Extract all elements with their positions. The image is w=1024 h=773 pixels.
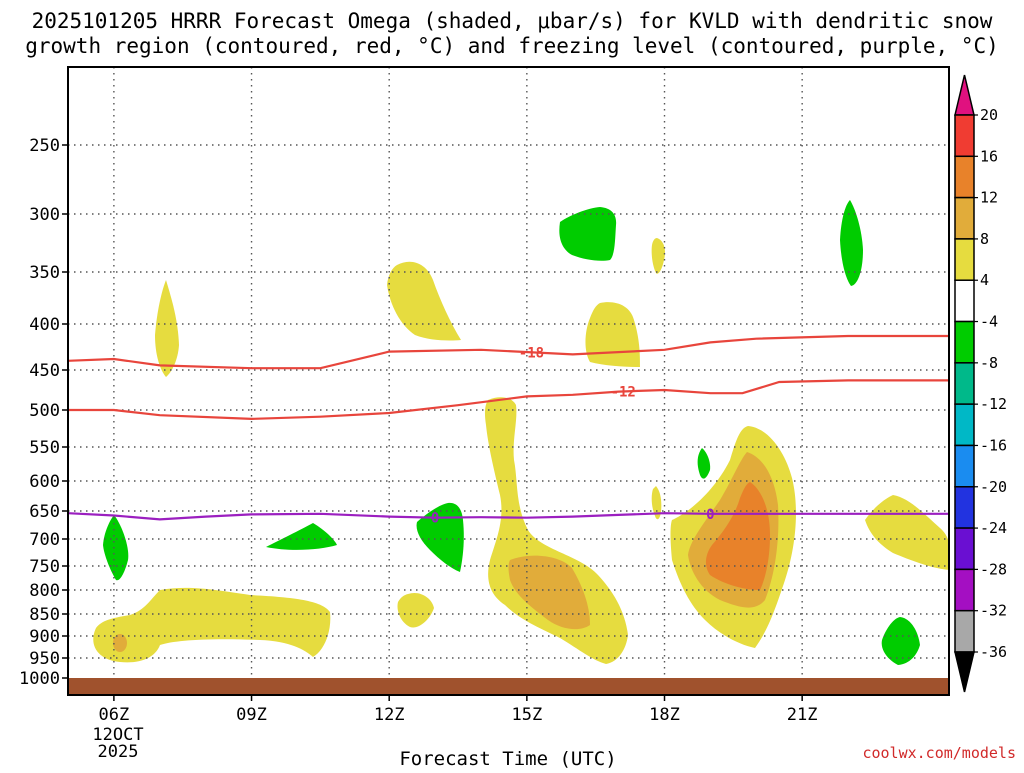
contour-line-freezing	[67, 512, 949, 521]
colorbar-segment	[954, 238, 975, 281]
omega-region-07z-upper	[155, 280, 179, 377]
colorbar-segment	[954, 486, 975, 529]
x-tick-label: 06Z	[99, 705, 130, 725]
colorbar-label: 20	[980, 106, 998, 124]
colorbar-label: 16	[980, 147, 998, 165]
omega-region-18z-green	[697, 448, 711, 479]
omega-region-15z-green-upper	[559, 207, 617, 261]
omega-region-low-orange	[113, 634, 127, 652]
y-tick-label: 350	[29, 263, 60, 283]
chart-title-line1: 2025101205 HRRR Forecast Omega (shaded, …	[32, 9, 993, 33]
y-tick-label: 900	[29, 627, 60, 647]
omega-region-lowlevel-band	[93, 587, 331, 663]
omega-region-12z-upper	[387, 261, 461, 341]
y-tick-label: 800	[29, 581, 60, 601]
colorbar-label: -28	[980, 560, 1007, 578]
omega-region-21z-green	[840, 200, 863, 286]
y-tick-label: 650	[29, 502, 60, 522]
ground-level-bar	[68, 678, 949, 695]
y-tick-label: 400	[29, 315, 60, 335]
colorbar-label: -4	[980, 313, 998, 331]
y-tick-label: 300	[29, 205, 60, 225]
contour-label: -18	[519, 345, 544, 361]
omega-region-15z-core	[508, 555, 590, 630]
x-axis-label: Forecast Time (UTC)	[399, 748, 616, 768]
colorbar-label: 12	[980, 189, 998, 207]
omega-region-10z-green	[266, 523, 337, 550]
omega-region-15z-plume	[484, 397, 628, 664]
x-tick-label: 12Z	[374, 705, 405, 725]
colorbar: 20 16 12 8 4 -4 -8 -12 -16 -20 -24 -28 -32 -36	[954, 74, 1007, 693]
colorbar-segment	[954, 279, 975, 323]
omega-region-13z-green	[416, 502, 464, 572]
y-tick-label: 600	[29, 472, 60, 492]
x-tick-label: 15Z	[511, 705, 542, 725]
omega-region-17z-mid	[651, 486, 662, 520]
omega-region-22z-green-low	[881, 617, 920, 665]
contour-lines: -18 -12 0 0	[67, 334, 949, 527]
colorbar-segment	[954, 155, 975, 199]
colorbar-label: 8	[980, 230, 989, 248]
colorbar-segment	[954, 403, 975, 447]
colorbar-label: -36	[980, 643, 1007, 661]
contour-label: 0	[706, 507, 714, 523]
y-tick-label: 850	[29, 605, 60, 625]
colorbar-segment	[954, 114, 975, 158]
y-axis: 2503003504004505005506006507007508008509…	[19, 136, 68, 689]
x-tick-label: 21Z	[787, 705, 818, 725]
colorbar-segment	[954, 362, 975, 405]
date-label-day: 12OCT	[92, 725, 143, 745]
colorbar-label: -32	[980, 602, 1007, 620]
x-tick-label: 18Z	[649, 705, 680, 725]
y-tick-label: 950	[29, 649, 60, 669]
colorbar-segment	[954, 196, 975, 240]
colorbar-label: -16	[980, 436, 1007, 454]
omega-region-06z-green	[103, 515, 129, 581]
colorbar-segment	[954, 568, 975, 612]
colorbar-label: -24	[980, 519, 1007, 537]
colorbar-cap-bottom	[954, 651, 975, 693]
colorbar-label: -12	[980, 395, 1007, 413]
colorbar-segment	[954, 609, 975, 653]
y-tick-label: 750	[29, 557, 60, 577]
contour-label: -12	[611, 384, 636, 400]
colorbar-segment	[954, 320, 975, 364]
y-tick-label: 500	[29, 401, 60, 421]
x-axis: 06Z 09Z 12Z 15Z 18Z 21Z	[99, 695, 818, 725]
colorbar-segment	[954, 527, 975, 571]
contour-line-dgz	[67, 334, 949, 370]
contour-line-dgz	[68, 379, 949, 421]
x-tick-label: 09Z	[236, 705, 267, 725]
colorbar-cap-top	[954, 74, 975, 116]
plot-frame	[67, 66, 950, 696]
y-tick-label: 450	[29, 361, 60, 381]
omega-region-17z-upper	[651, 238, 666, 274]
y-tick-label: 250	[29, 136, 60, 156]
chart-title-line2: growth region (contoured, red, °C) and f…	[25, 34, 999, 58]
colorbar-segment	[954, 444, 975, 488]
y-tick-label: 1000	[19, 669, 60, 689]
colorbar-label: -8	[980, 354, 998, 372]
y-tick-label: 700	[29, 530, 60, 550]
omega-region-19z-orange	[705, 482, 770, 590]
contour-label: 0	[431, 511, 439, 527]
y-tick-label: 550	[29, 438, 60, 458]
date-label-year: 2025	[98, 742, 139, 762]
colorbar-label: -20	[980, 478, 1007, 496]
credit-text: coolwx.com/models	[862, 744, 1016, 762]
colorbar-label: 4	[980, 271, 989, 289]
omega-region-12z-low	[397, 592, 434, 628]
